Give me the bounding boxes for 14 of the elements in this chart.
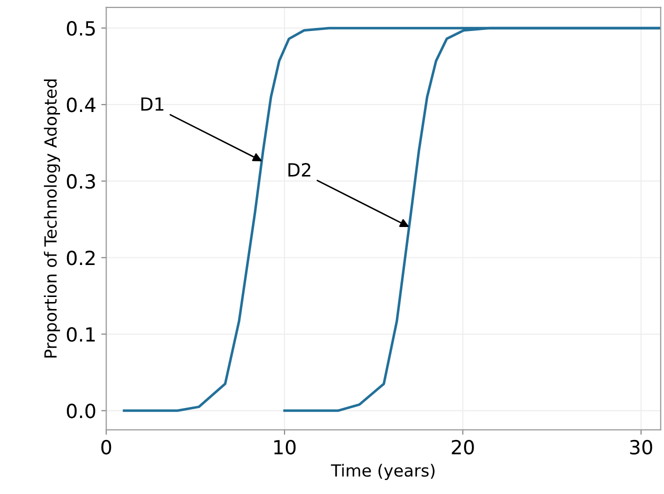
y-tick-label: 0.0 [66,404,96,418]
y-tick-label: 0.1 [66,327,95,342]
y-tick-label: 0.3 [66,174,95,189]
annotation: D1 [141,97,164,111]
y-tick-label: 0.4 [66,98,96,112]
annotation: D2 [288,163,310,176]
x-tick-label: 0 [101,440,112,455]
y-tick-label: 0.2 [66,250,95,266]
x-tick-label: 30 [630,440,652,455]
y-axis-title: Proportion of Technology Adopted [44,80,60,358]
x-tick-label: 20 [452,440,474,455]
x-axis-title: Time (years) [330,464,434,480]
y-tick-label: 0.5 [66,21,95,36]
x-tick-label: 10 [274,440,296,455]
